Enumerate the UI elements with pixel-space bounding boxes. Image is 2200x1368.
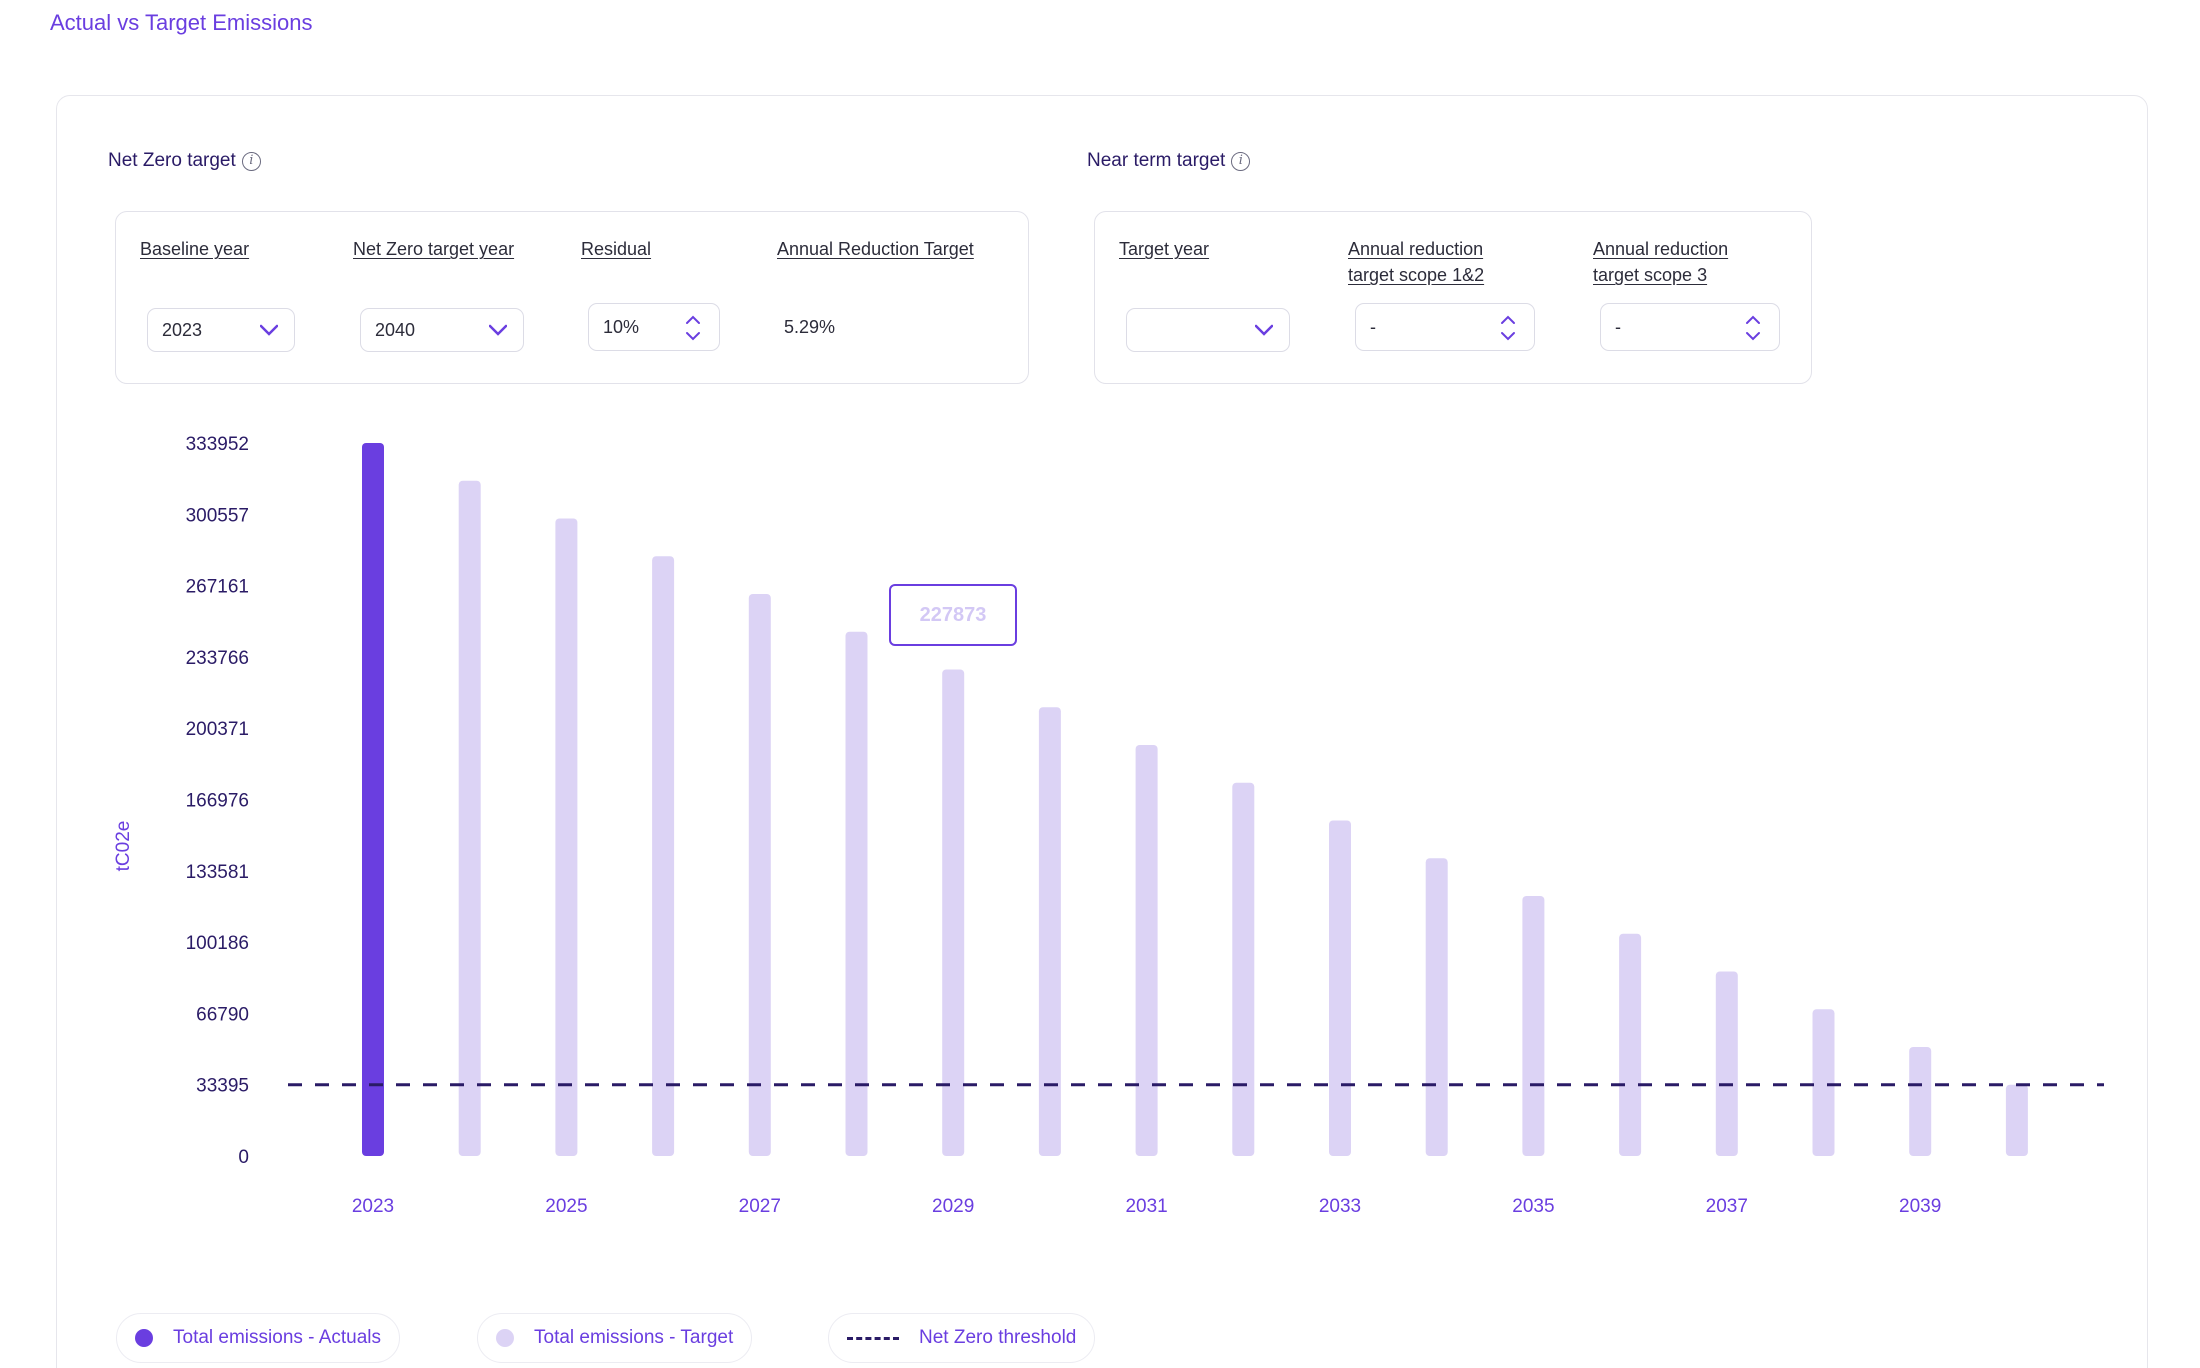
net-zero-label: Net Zero target — [108, 150, 236, 171]
legend-actuals[interactable]: Total emissions - Actuals — [116, 1313, 401, 1363]
residual-value: 10% — [603, 316, 640, 337]
net-zero-panel — [115, 211, 1029, 384]
chevron-down-icon — [1255, 324, 1273, 336]
x-tick-label: 2025 — [545, 1196, 587, 1217]
near-term-section-label: Near term target i — [1087, 150, 1251, 172]
x-tick-label: 2023 — [352, 1196, 394, 1217]
baseline-year-label: Baseline year — [140, 239, 250, 259]
y-tick-label: 133581 — [186, 862, 249, 883]
x-tick-label: 2033 — [1319, 1196, 1361, 1217]
legend-actuals-label: Total emissions - Actuals — [173, 1327, 382, 1348]
x-tick-label: 2037 — [1706, 1196, 1748, 1217]
target-year-select[interactable] — [1126, 308, 1290, 352]
y-axis-title: tC02e — [113, 821, 134, 872]
target-bar — [458, 480, 481, 1156]
scope12-label: Annual reduction target scope 1&2 — [1348, 236, 1484, 288]
y-tick-label: 33395 — [196, 1076, 249, 1097]
net-zero-target-year-label: Net Zero target year — [353, 239, 515, 259]
target-bar — [748, 593, 771, 1156]
near-term-label: Near term target — [1087, 150, 1226, 171]
y-tick-label: 267161 — [186, 577, 249, 598]
legend-threshold-label: Net Zero threshold — [919, 1327, 1077, 1348]
legend-target-label: Total emissions - Target — [534, 1327, 734, 1348]
target-bar — [2005, 1084, 2028, 1156]
target-bar — [1715, 971, 1738, 1156]
actual-bar — [362, 443, 384, 1156]
info-icon[interactable]: i — [1231, 151, 1251, 171]
annual-reduction-target-label: Annual Reduction Target — [777, 239, 974, 259]
legend-threshold[interactable]: Net Zero threshold — [828, 1313, 1096, 1363]
y-tick-label: 300557 — [186, 505, 249, 526]
scope12-stepper[interactable]: - — [1355, 303, 1535, 351]
residual-label: Residual — [581, 239, 652, 259]
y-tick-label: 100186 — [186, 933, 249, 954]
near-term-panel — [1094, 211, 1812, 384]
y-tick-label: 166976 — [186, 791, 249, 812]
net-zero-target-year-value: 2040 — [375, 319, 416, 340]
stepper-arrows-icon[interactable] — [1500, 313, 1516, 343]
emissions-bar-chart: 0 33395 66790 100186 133581 166976 200371 23376… — [113, 434, 2104, 1217]
scope12-label-line1: Annual reduction — [1348, 239, 1484, 259]
y-tick-label: 66790 — [196, 1004, 249, 1025]
bar-tooltip: 227873 — [889, 584, 1017, 646]
scope3-stepper[interactable]: - — [1600, 303, 1780, 351]
y-tick-label: 233766 — [186, 648, 249, 669]
stepper-arrows-icon[interactable] — [685, 313, 701, 343]
residual-stepper[interactable]: 10% — [588, 303, 720, 351]
y-tick-label: 0 — [238, 1147, 249, 1168]
target-bar — [1812, 1009, 1835, 1156]
target-bar — [1038, 707, 1061, 1156]
target-bar — [845, 631, 868, 1156]
target-year-label: Target year — [1119, 239, 1210, 259]
x-tick-label: 2027 — [739, 1196, 781, 1217]
annual-reduction-target-value: 5.29% — [784, 317, 836, 337]
info-icon[interactable]: i — [241, 151, 261, 171]
baseline-year-value: 2023 — [162, 319, 203, 340]
target-bar — [942, 669, 965, 1156]
chevron-down-icon — [260, 324, 278, 336]
y-tick-label: 333952 — [186, 434, 249, 455]
x-tick-label: 2029 — [932, 1196, 974, 1217]
scope3-label-line1: Annual reduction — [1593, 239, 1729, 259]
scope12-value: - — [1370, 316, 1376, 337]
scope3-label: Annual reduction target scope 3 — [1593, 236, 1728, 288]
target-bar — [1232, 782, 1255, 1156]
target-bar — [1425, 858, 1448, 1156]
dashed-line-icon — [847, 1336, 899, 1340]
target-bar — [1619, 933, 1642, 1156]
actuals-dot-icon — [135, 1329, 153, 1347]
target-bar — [555, 518, 578, 1156]
scope3-value: - — [1615, 316, 1621, 337]
y-tick-label: 200371 — [186, 719, 249, 740]
scope3-label-line2: target scope 3 — [1593, 265, 1708, 285]
target-bar — [1522, 895, 1545, 1156]
legend-target[interactable]: Total emissions - Target — [477, 1313, 753, 1363]
target-bar — [652, 556, 675, 1156]
net-zero-section-label: Net Zero target i — [108, 150, 261, 172]
target-bar — [1909, 1046, 1932, 1156]
target-dot-icon — [496, 1329, 514, 1347]
baseline-year-select[interactable]: 2023 — [147, 308, 295, 352]
stepper-arrows-icon[interactable] — [1745, 313, 1761, 343]
page-title: Actual vs Target Emissions — [50, 10, 313, 35]
chevron-down-icon — [489, 324, 507, 336]
scope12-label-line2: target scope 1&2 — [1348, 265, 1485, 285]
x-tick-label: 2031 — [1125, 1196, 1167, 1217]
x-tick-label: 2035 — [1512, 1196, 1554, 1217]
target-bar — [1329, 820, 1351, 1156]
x-tick-label: 2039 — [1899, 1196, 1941, 1217]
net-zero-target-year-select[interactable]: 2040 — [360, 308, 524, 352]
target-bar — [1135, 744, 1158, 1156]
